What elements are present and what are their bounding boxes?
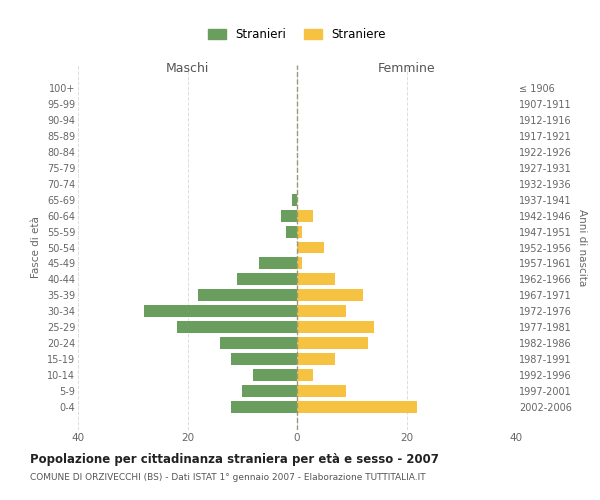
Text: Popolazione per cittadinanza straniera per età e sesso - 2007: Popolazione per cittadinanza straniera p…	[30, 452, 439, 466]
Bar	[297, 386, 346, 398]
Bar	[220, 338, 297, 349]
Bar	[232, 354, 297, 366]
Text: Femmine: Femmine	[377, 62, 436, 75]
Bar	[232, 402, 297, 413]
Bar	[297, 242, 325, 254]
Y-axis label: Anni di nascita: Anni di nascita	[577, 209, 587, 286]
Bar	[297, 370, 313, 382]
Bar	[144, 306, 297, 318]
Bar	[297, 354, 335, 366]
Bar	[297, 290, 362, 302]
Bar	[297, 258, 302, 270]
Bar	[199, 290, 297, 302]
Y-axis label: Fasce di età: Fasce di età	[31, 216, 41, 278]
Text: Maschi: Maschi	[166, 62, 209, 75]
Bar	[297, 306, 346, 318]
Bar	[259, 258, 297, 270]
Bar	[297, 274, 335, 285]
Bar	[176, 322, 297, 334]
Bar	[281, 210, 297, 222]
Bar	[297, 210, 313, 222]
Bar	[297, 402, 418, 413]
Bar	[292, 194, 297, 205]
Bar	[253, 370, 297, 382]
Bar	[286, 226, 297, 237]
Bar	[297, 226, 302, 237]
Bar	[237, 274, 297, 285]
Legend: Stranieri, Straniere: Stranieri, Straniere	[203, 24, 391, 46]
Bar	[297, 322, 374, 334]
Bar	[242, 386, 297, 398]
Bar	[297, 338, 368, 349]
Text: COMUNE DI ORZIVECCHI (BS) - Dati ISTAT 1° gennaio 2007 - Elaborazione TUTTITALIA: COMUNE DI ORZIVECCHI (BS) - Dati ISTAT 1…	[30, 472, 425, 482]
